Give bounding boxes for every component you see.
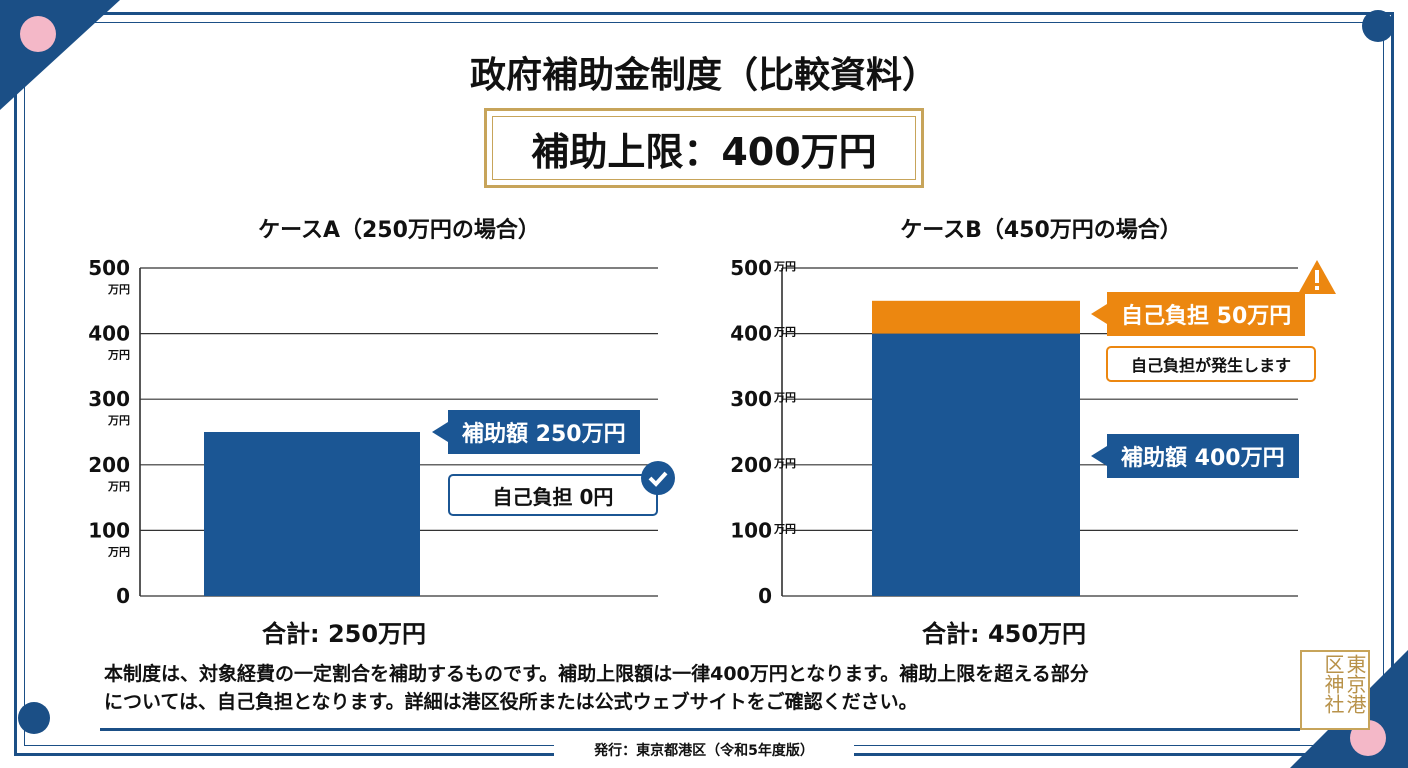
chart-b-warning-note: 自己負担が発生します xyxy=(1106,346,1316,382)
chart-a-subsidy-label: 補助額 250万円 xyxy=(432,410,640,454)
y-tick-label: 400 xyxy=(730,322,772,346)
description: 本制度は、対象経費の一定割合を補助するものです。補助上限額は一律400万円となり… xyxy=(104,660,1304,716)
y-tick-unit: 万円 xyxy=(773,391,796,404)
y-tick-unit: 万円 xyxy=(773,260,796,273)
y-tick-unit: 万円 xyxy=(773,522,796,535)
page-title: 政府補助金制度（比較資料） xyxy=(469,55,938,96)
y-tick-unit: 万円 xyxy=(107,480,130,493)
description-line: については、自己負担となります。詳細は港区役所または公式ウェブサイトをご確認くだ… xyxy=(104,691,918,713)
y-tick-unit: 万円 xyxy=(107,283,130,296)
y-tick-unit: 万円 xyxy=(107,545,130,558)
y-tick-label: 100 xyxy=(88,518,130,542)
y-tick-unit: 万円 xyxy=(773,326,796,339)
y-tick-label: 200 xyxy=(730,453,772,477)
y-tick-unit: 万円 xyxy=(773,457,796,470)
chart-b-total: 合計: 450万円 xyxy=(922,620,1087,648)
y-tick-label: 0 xyxy=(758,584,772,608)
bar-self-pay xyxy=(872,300,1080,334)
publisher: 発行：東京都港区（令和5年度版） xyxy=(554,740,854,760)
y-tick-label: 300 xyxy=(730,387,772,411)
chart-b-subsidy-label: 補助額 400万円 xyxy=(1091,434,1299,478)
y-tick-label: 500 xyxy=(730,256,772,280)
warning-icon xyxy=(1298,260,1336,294)
chart-b-title: ケースB（450万円の場合） xyxy=(900,218,1182,243)
y-tick-unit: 万円 xyxy=(107,349,130,362)
y-tick-unit: 万円 xyxy=(107,414,130,427)
y-tick-label: 0 xyxy=(116,584,130,608)
y-tick-label: 200 xyxy=(88,453,130,477)
chart-b-self-pay-label: 自己負担 50万円 xyxy=(1090,292,1306,336)
fan-emblem-icon xyxy=(1362,10,1394,42)
description-line: 本制度は、対象経費の一定割合を補助するものです。補助上限額は一律400万円となり… xyxy=(104,663,1089,685)
y-tick-label: 100 xyxy=(730,518,772,542)
bar-subsidy xyxy=(872,333,1080,596)
bar-subsidy xyxy=(204,432,420,596)
chart-a-self-pay-note: 自己負担 0円 xyxy=(448,474,658,516)
check-circle-icon xyxy=(641,461,675,495)
y-tick-label: 300 xyxy=(88,387,130,411)
y-tick-label: 500 xyxy=(88,256,130,280)
sakura-icon xyxy=(20,16,56,52)
y-tick-label: 400 xyxy=(88,322,130,346)
fan-emblem-icon xyxy=(18,702,50,734)
chart-a-title: ケースA（250万円の場合） xyxy=(258,218,540,243)
subsidy-limit-box: 補助上限：400万円 xyxy=(484,108,924,188)
corner-decoration-top-left xyxy=(0,0,120,110)
chart-a-total: 合計: 250万円 xyxy=(262,620,427,648)
footer-rule xyxy=(100,728,1300,731)
seal-stamp: 東京港区神社 xyxy=(1300,650,1370,730)
